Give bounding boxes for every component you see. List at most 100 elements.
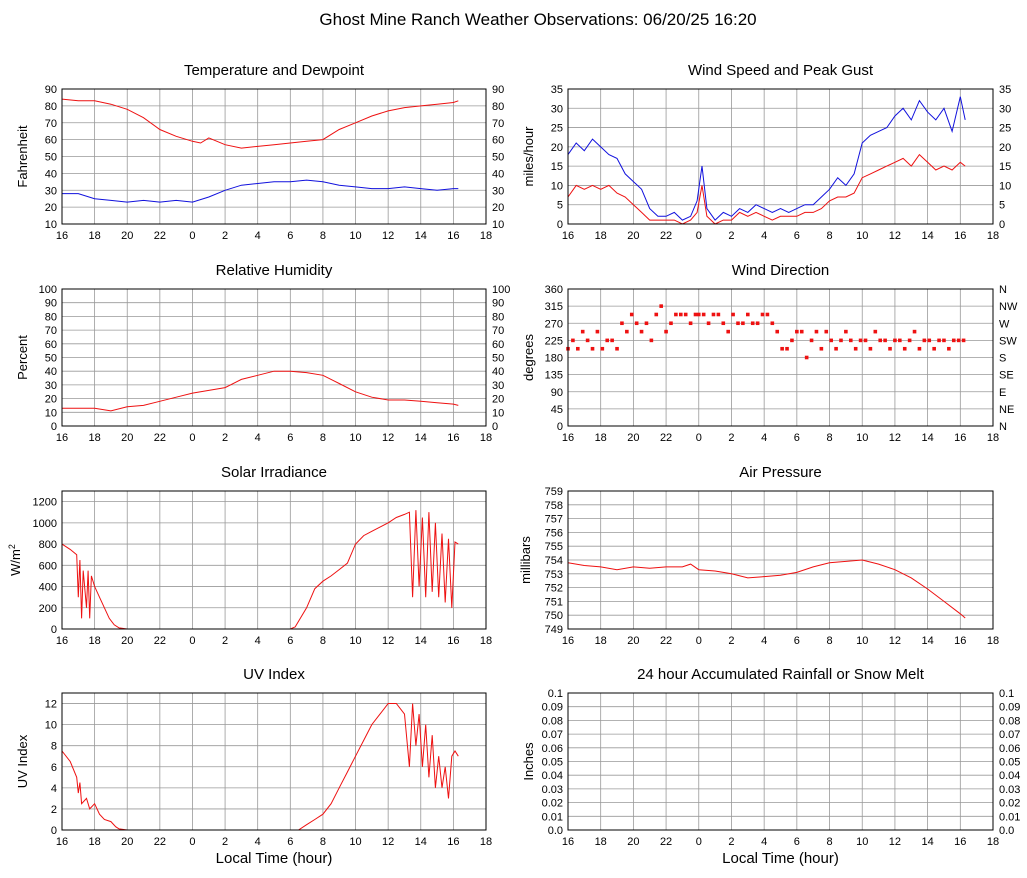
data-point [600,346,605,351]
x-tick-label: 20 [121,230,133,242]
data-point [834,346,838,351]
x-tick-label: 6 [287,432,293,444]
x-tick-label: 2 [222,635,228,647]
y-axis-label-text: miles/hour [521,126,536,187]
x-tick-label: 14 [415,230,427,242]
y-tick-label: 25 [551,123,563,135]
data-point [853,346,858,351]
plot-frame [567,490,994,630]
right-y-tick-label: 60 [492,135,504,147]
y-tick-label: 752 [545,583,563,595]
x-tick-label: 16 [56,432,68,444]
right-y-tick-label: 40 [492,168,504,180]
y-tick-label: 12 [45,699,57,711]
chart-rain: 24 hour Accumulated Rainfall or Snow Mel… [521,666,1020,867]
right-y-tick-label: 90 [492,298,504,310]
y-tick-label: 60 [45,339,57,351]
y-axis-label-text: Percent [15,335,30,380]
x-tick-label: 4 [255,836,261,848]
series-line-red [62,370,459,412]
right-y-tick-label: 35 [999,84,1011,96]
data-point [688,321,693,326]
x-tick-label: 4 [255,635,261,647]
data-point [898,338,902,343]
chart-title: UV Index [243,666,305,683]
y-tick-label: 5 [557,200,563,212]
y-axis-label-text: degrees [521,334,536,381]
right-y-tick-label: 0.07 [999,729,1020,741]
data-point [755,321,760,326]
data-point [888,346,892,351]
x-tick-label: 14 [921,836,933,848]
right-y-tick-label: 20 [999,142,1011,154]
y-axis-label-text: W/m [8,549,23,576]
y-tick-label: 758 [545,500,563,512]
right-y-tick-label: 30 [492,380,504,392]
data-point [785,346,789,351]
series-line-red [61,98,459,149]
x-tick-label: 2 [728,836,734,848]
page-title: Ghost Mine Ranch Weather Observations: 0… [319,10,756,29]
x-tick-label: 6 [287,230,293,242]
data-point [711,312,716,317]
x-tick-label: 12 [889,635,901,647]
y-tick-label: 8 [51,741,57,753]
chart-solar: Solar Irradiance 16 18 20 22 0 2 4 6 8 10 12 14 16 18 0… [7,464,492,647]
y-tick-label: 4 [51,783,57,795]
right-y-tick-label: 70 [492,118,504,130]
right-y-tick-label: 10 [492,407,504,419]
data-point [790,338,794,343]
x-tick-label: 12 [382,432,394,444]
x-tick-label: 2 [222,836,228,848]
right-y-tick-label: S [999,353,1006,365]
right-y-tick-label: 80 [492,311,504,323]
chart-title: Wind Direction [732,262,830,279]
data-point [634,321,639,326]
x-tick-label: 18 [595,230,607,242]
y-axis-label: UV Index [15,734,30,788]
x-tick-label: 18 [987,432,999,444]
data-point [932,346,936,351]
x-tick-label: 0 [189,432,195,444]
plot-frame [61,288,487,427]
data-point [893,338,897,343]
right-y-tick-label: 70 [492,325,504,337]
x-tick-label: 10 [856,432,868,444]
series-line-red [567,153,966,225]
right-y-tick-label: 30 [999,103,1011,115]
data-point [819,346,824,351]
right-y-tick-label: 50 [492,353,504,365]
y-tick-label: 0.05 [542,757,563,769]
y-tick-label: 0.09 [542,702,563,714]
data-point [706,321,711,326]
data-point [839,338,843,343]
data-point [863,338,868,343]
x-tick-label: 2 [222,230,228,242]
x-tick-label: 18 [88,432,100,444]
right-y-tick-label: 0.03 [999,784,1020,796]
x-tick-label: 22 [154,635,166,647]
right-y-tick-label: 60 [492,339,504,351]
y-tick-label: 360 [545,284,563,296]
x-tick-label: 2 [728,230,734,242]
data-point [868,346,873,351]
chart-title: Relative Humidity [216,262,333,279]
plot-frame [567,88,994,225]
y-tick-label: 135 [545,370,563,382]
data-point [644,321,649,326]
x-tick-label: 6 [287,635,293,647]
chart-title: Air Pressure [739,464,822,481]
y-tick-label: 800 [39,539,57,551]
y-tick-label: 0.01 [542,811,563,823]
y-tick-label: 759 [545,486,563,498]
x-tick-label: 10 [349,635,361,647]
x-tick-label: 18 [595,635,607,647]
series-line-red [61,510,459,630]
x-tick-label: 8 [826,432,832,444]
x-tick-label: 8 [320,432,326,444]
right-y-tick-label: 40 [492,366,504,378]
x-tick-label: 8 [320,836,326,848]
y-axis-label: Percent [15,335,30,380]
